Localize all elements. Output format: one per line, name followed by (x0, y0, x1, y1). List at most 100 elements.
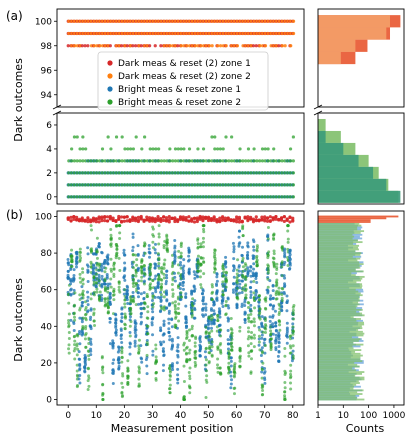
point-a-bot-green-14-3 (106, 159, 110, 163)
point-b-green-24-5 (135, 263, 139, 267)
point-a-bot-green-33-3 (159, 159, 164, 163)
point-b-blue-17-11 (114, 333, 118, 337)
point-b-blue-79-6 (287, 267, 291, 271)
point-b-green-69-11 (260, 393, 264, 397)
point-a-bot-green-25-2 (137, 171, 141, 175)
point-b-green-52-11 (213, 253, 217, 257)
point-b-green-68-11 (257, 340, 261, 344)
point-b-green-43-0 (188, 366, 192, 370)
point-b-blue-7-0 (86, 252, 90, 256)
point-b-blue-47-6 (198, 349, 202, 353)
point-b-blue-24-8 (133, 331, 137, 335)
point-b-green-63-8 (244, 293, 248, 297)
point-a-bot-green-45-0 (193, 195, 197, 199)
point-a-bot-green-78-1 (286, 183, 290, 187)
point-a-bot-green-51-2 (210, 171, 214, 175)
point-b-green-47-8 (199, 286, 203, 290)
point-b-blue-43-8 (187, 258, 191, 262)
hist-b-bar-green-41 (318, 323, 365, 326)
point-a-bot-green-22-2 (128, 171, 133, 175)
point-a-bot-green-24-5 (134, 135, 138, 139)
ytick-label-b-1: 20 (41, 359, 53, 369)
point-b-blue-77-10 (283, 260, 287, 264)
point-b-blue-21-9 (125, 288, 129, 292)
point-a-bot-green-71-1 (266, 183, 270, 187)
point-b-blue-40-11 (179, 260, 183, 264)
point-b-blue-1-6 (69, 287, 73, 291)
point-b-green-13-11 (103, 297, 107, 301)
hist-b-bar-green-67 (318, 275, 365, 278)
point-b-blue-22-8 (128, 331, 132, 335)
hist-b-bar-green-1 (318, 396, 357, 399)
point-a-bot-green-74-0 (274, 195, 279, 199)
point-b-green-7-3 (86, 379, 90, 383)
point-a-bot-green-3-3 (75, 159, 79, 163)
point-b-red-50-2 (206, 218, 211, 223)
point-b-green-75-13 (278, 320, 282, 324)
point-b-green-12-6 (101, 371, 105, 375)
point-b-green-44-8 (190, 324, 194, 328)
point-b-green-75-12 (277, 286, 281, 290)
ytick-label-a-top-0: 94 (41, 91, 53, 101)
point-b-green-5-0 (81, 316, 85, 320)
point-b-blue-38-13 (173, 275, 177, 279)
point-a-bot-green-9-2 (92, 171, 96, 175)
point-b-green-46-0 (196, 265, 200, 269)
point-a-bot-green-79-1 (288, 183, 293, 187)
point-b-blue-30-13 (150, 317, 154, 321)
legend-label-dark-zone1: Dark meas & reset (2) zone 1 (118, 59, 251, 69)
point-b-green-6-7 (84, 316, 88, 320)
point-b-blue-37-8 (170, 339, 174, 343)
point-a-bot-green-65-3 (249, 159, 253, 163)
point-b-blue-41-10 (181, 287, 185, 291)
point-b-green-65-4 (250, 331, 254, 335)
point-b-green-76-11 (280, 296, 284, 300)
legend: Dark meas & reset (2) zone 1 Dark meas &… (97, 51, 269, 111)
point-a-bot-green-14-5 (106, 135, 110, 139)
point-b-green-24-6 (134, 253, 138, 257)
point-b-blue-17-2 (114, 328, 118, 332)
point-b-blue-52-8 (213, 312, 217, 316)
point-b-blue-77-0 (282, 274, 286, 278)
point-b-green-3-3 (75, 373, 79, 377)
point-b-blue-7-6 (86, 246, 90, 250)
point-b-blue-4-11 (78, 368, 82, 372)
point-a-bot-green-43-4 (187, 147, 192, 151)
point-b-blue-39-5 (175, 361, 179, 365)
point-b-blue-0-12 (67, 263, 71, 267)
point-b-blue-58-10 (229, 386, 233, 390)
point-b-green-0-13 (67, 324, 71, 328)
point-b-blue-37-12 (171, 343, 175, 347)
point-b-red-13-2 (103, 219, 107, 223)
point-b-green-71-9 (266, 226, 270, 230)
point-b-blue-41-13 (181, 266, 185, 270)
point-a-bot-green-9-3 (92, 159, 96, 163)
point-b-blue-33-12 (159, 342, 163, 346)
point-b-red-2-2 (72, 215, 76, 219)
point-b-blue-34-4 (161, 347, 165, 351)
point-b-blue-31-13 (153, 266, 157, 270)
point-a-bot-green-80-0 (291, 195, 295, 199)
point-b-green-75-8 (278, 323, 282, 327)
point-b-blue-9-12 (91, 267, 95, 271)
point-b-blue-41-7 (182, 258, 186, 262)
point-b-blue-7-10 (86, 265, 90, 269)
point-b-green-33-13 (159, 293, 163, 297)
point-b-green-59-13 (232, 373, 236, 377)
point-b-green-5-6 (81, 324, 85, 328)
point-b-green-60-11 (236, 258, 240, 262)
point-b-blue-64-11 (245, 256, 249, 260)
point-b-green-64-6 (247, 316, 251, 320)
point-b-blue-31-5 (154, 251, 158, 255)
point-b-blue-30-6 (151, 333, 155, 337)
point-b-green-19-9 (120, 391, 124, 395)
point-b-green-10-13 (95, 250, 99, 254)
point-b-blue-41-9 (181, 274, 185, 278)
point-b-blue-34-12 (162, 322, 166, 326)
point-b-blue-29-11 (147, 244, 151, 248)
point-b-green-25-8 (137, 371, 141, 375)
point-a-bot-green-60-3 (235, 159, 239, 163)
point-a-bot-green-38-3 (173, 159, 178, 163)
point-a-top-s0-66-2 (251, 44, 256, 48)
point-a-bot-green-26-0 (140, 195, 144, 199)
